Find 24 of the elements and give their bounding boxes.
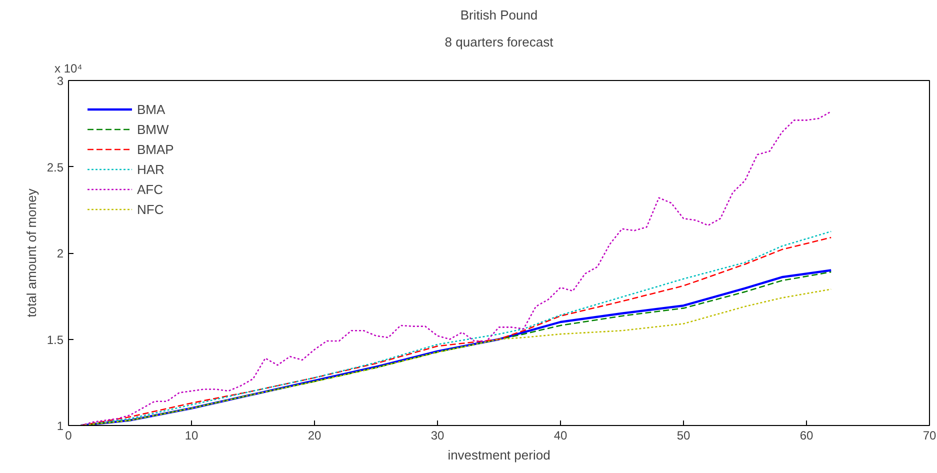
y-tick-label: 3	[56, 74, 64, 88]
x-tick-label: 40	[554, 428, 568, 442]
legend-label: HAR	[137, 162, 164, 176]
x-tick-label: 0	[65, 428, 72, 442]
x-tick-label: 70	[922, 428, 936, 442]
y-tick-label: 2.5	[46, 160, 64, 174]
legend-label: BMW	[137, 122, 169, 136]
x-axis-title: investment period	[448, 448, 550, 462]
x-tick-label: 60	[800, 428, 814, 442]
legend-label: NFC	[137, 202, 164, 216]
x-tick-label: 50	[676, 428, 690, 442]
x-tick-label: 20	[308, 428, 322, 442]
legend-label: AFC	[137, 182, 163, 196]
y-tick-label: 1	[56, 419, 64, 433]
x-tick-label: 10	[184, 428, 198, 442]
y-tick-label: 2	[56, 246, 64, 260]
text: x 10⁴	[54, 62, 82, 76]
chart-title: British Pound	[460, 8, 538, 22]
y-tick-label: 1.5	[46, 332, 64, 347]
y-axis-title: total amount of money	[24, 188, 39, 318]
x-tick-label: 30	[430, 428, 444, 442]
chart-subtitle: 8 quarters forecast	[444, 34, 554, 50]
legend-label: BMAP	[137, 142, 174, 156]
legend-label: BMA	[137, 102, 166, 116]
